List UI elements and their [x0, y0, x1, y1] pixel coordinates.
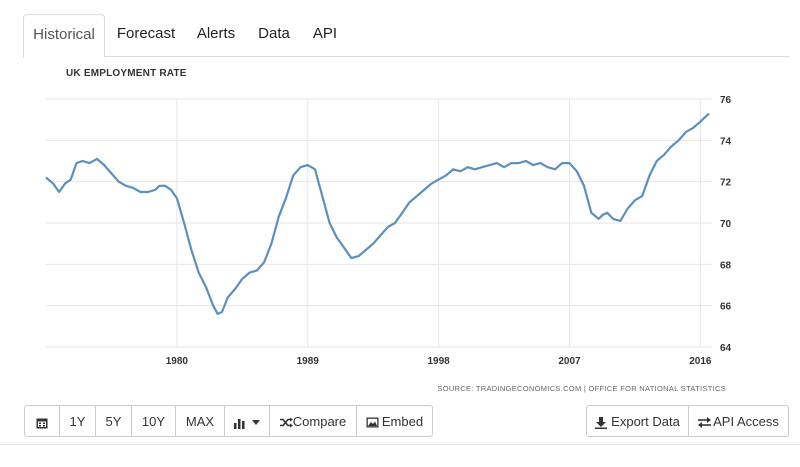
x-tick-label: 1989 — [297, 356, 320, 367]
caret-down-icon — [251, 419, 260, 425]
api-access-label: API Access — [713, 414, 779, 429]
tab-historical[interactable]: Historical — [23, 14, 105, 58]
x-tick-label: 1998 — [427, 356, 450, 367]
chart-title: UK EMPLOYMENT RATE — [66, 68, 187, 79]
chart-source: SOURCE: TRADINGECONOMICS.COM | OFFICE FO… — [437, 384, 726, 393]
compare-label: Compare — [292, 414, 347, 429]
bottom-divider — [0, 444, 800, 445]
range-max-button[interactable]: MAX — [175, 405, 225, 437]
y-tick-label: 68 — [720, 260, 732, 271]
y-tick-label: 72 — [720, 178, 732, 189]
range-1y-button[interactable]: 1Y — [59, 405, 96, 437]
x-tick-label: 2016 — [689, 356, 712, 367]
tab-forecast[interactable]: Forecast — [116, 25, 176, 42]
download-icon — [595, 416, 608, 429]
y-tick-label: 74 — [720, 136, 732, 147]
range-5y-button[interactable]: 5Y — [95, 405, 132, 437]
series-line — [45, 112, 710, 315]
range-10y-button[interactable]: 10Y — [131, 405, 176, 437]
y-tick-label: 64 — [720, 343, 732, 354]
y-tick-label: 66 — [720, 302, 732, 313]
tab-api[interactable]: API — [312, 25, 338, 42]
tab-alerts[interactable]: Alerts — [196, 25, 236, 42]
bar-chart-icon — [234, 418, 245, 429]
compare-button[interactable]: Compare — [269, 405, 357, 437]
embed-label: Embed — [381, 414, 424, 429]
chart-toolbar: 1Y 5Y 10Y MAX Compare Embed Export Data — [0, 405, 800, 439]
tab-data[interactable]: Data — [258, 25, 290, 42]
export-data-button[interactable]: Export Data — [586, 405, 689, 437]
chart-type-dropdown[interactable] — [224, 405, 270, 437]
chart-panel: UK EMPLOYMENT RATE 64 66 68 70 72 74 76 1980 198… — [0, 57, 800, 402]
image-icon — [366, 417, 379, 428]
tab-bar-divider — [23, 56, 790, 57]
tab-bar: Historical Forecast Alerts Data API — [0, 0, 800, 58]
exchange-icon — [698, 417, 712, 429]
calendar-button[interactable] — [24, 405, 60, 437]
export-data-label: Export Data — [611, 414, 680, 429]
api-access-button[interactable]: API Access — [688, 405, 789, 437]
embed-button[interactable]: Embed — [356, 405, 433, 437]
y-tick-label: 70 — [720, 219, 732, 230]
calendar-icon — [36, 418, 48, 429]
x-tick-label: 2007 — [558, 356, 581, 367]
line-chart: 64 66 68 70 72 74 76 1980 1989 1998 2007 2016 — [45, 95, 732, 367]
shuffle-icon — [279, 417, 293, 428]
x-tick-label: 1980 — [166, 356, 189, 367]
y-tick-label: 76 — [720, 95, 732, 106]
